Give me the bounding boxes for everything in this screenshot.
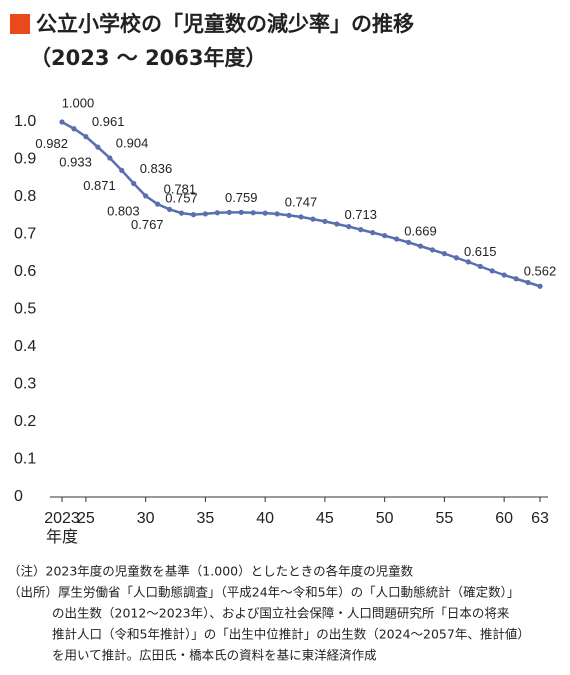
point <box>370 230 376 236</box>
data-label: 0.615 <box>464 244 497 259</box>
point <box>155 201 161 207</box>
y-tick-label: 0 <box>14 488 23 505</box>
point <box>238 209 244 215</box>
data-label: 0.871 <box>83 178 116 193</box>
x-tick-label: 60 <box>495 510 513 527</box>
data-label: 0.781 <box>164 182 197 197</box>
x-tick-label: 40 <box>256 510 274 527</box>
point <box>274 211 280 217</box>
point <box>382 233 388 239</box>
point <box>453 255 459 261</box>
data-label: 1.000 <box>62 95 95 110</box>
y-tick-label: 0.6 <box>14 263 36 280</box>
y-tick-label: 0.5 <box>14 301 36 318</box>
point <box>131 180 137 187</box>
data-label: 0.759 <box>225 190 258 205</box>
data-label: 0.767 <box>131 217 164 232</box>
y-tick-label: 0.8 <box>14 188 36 205</box>
data-label: 0.803 <box>107 203 140 218</box>
data-label: 0.904 <box>116 135 149 150</box>
y-tick-label: 0.1 <box>14 451 36 468</box>
x-tick-label: 25 <box>77 510 95 527</box>
point <box>178 210 185 216</box>
point <box>334 221 340 227</box>
note: （注）2023年度の児童数を基準（1.000）としたときの各年度の児童数 <box>8 564 414 579</box>
point <box>489 268 495 274</box>
point <box>107 155 113 161</box>
point <box>119 167 125 173</box>
point <box>477 263 483 269</box>
y-tick-label: 1.0 <box>14 113 36 130</box>
chart-subtitle: （2023 ～ 2063年度） <box>30 46 267 70</box>
data-label: 0.562 <box>524 264 557 279</box>
note: （出所）厚生労働省「人口動態調査」（平成24年～令和5年）の「人口動態統計（確定… <box>8 585 519 600</box>
x-tick-label: 30 <box>137 510 155 527</box>
point <box>525 279 531 286</box>
x-tick-label: 50 <box>376 510 394 527</box>
point <box>226 209 232 215</box>
point <box>310 216 316 222</box>
point <box>166 206 173 212</box>
y-tick-label: 0.9 <box>14 151 36 168</box>
point <box>429 247 436 253</box>
note: を用いて推計。広田氏・橋本氏の資料を基に東洋経済作成 <box>52 648 377 663</box>
point <box>59 119 65 125</box>
point <box>405 239 412 245</box>
chart-title: 公立小学校の「児童数の減少率」の推移 <box>36 12 414 36</box>
x-tick-label: 55 <box>436 510 454 527</box>
point <box>417 243 424 249</box>
x-tick-label: 35 <box>197 510 215 527</box>
x-axis-label: 年度 <box>46 528 78 546</box>
x-tick-label: 2023 <box>44 510 80 527</box>
y-tick-label: 0.7 <box>14 226 36 243</box>
x-tick-label: 63 <box>531 510 549 527</box>
note: 推計人口（令和5年推計）」の「出生中位推計」の出生数（2024～2057年、推計… <box>52 627 530 642</box>
data-label: 0.669 <box>404 224 437 239</box>
point <box>95 144 101 150</box>
point <box>190 212 197 218</box>
point <box>286 212 292 218</box>
data-label: 0.747 <box>285 194 318 209</box>
y-tick-label: 0.2 <box>14 413 36 430</box>
point <box>298 214 304 220</box>
title-marker <box>10 14 30 34</box>
point <box>250 210 256 216</box>
y-tick-label: 0.3 <box>14 376 36 393</box>
data-label: 0.961 <box>92 114 125 129</box>
note: の出生数（2012～2023年）、および国立社会保障・人口問題研究所「日本の将来 <box>52 606 510 621</box>
point <box>465 259 471 265</box>
point <box>83 134 89 140</box>
point <box>501 272 507 278</box>
point <box>214 210 220 216</box>
x-tick-label: 45 <box>316 510 334 527</box>
data-label: 0.757 <box>165 191 198 206</box>
point <box>71 126 77 132</box>
data-label: 0.713 <box>344 207 377 222</box>
data-label: 0.836 <box>140 161 173 176</box>
point <box>143 193 149 199</box>
data-label: 0.933 <box>59 155 92 170</box>
point <box>441 251 447 257</box>
point <box>202 211 208 217</box>
point <box>262 210 268 216</box>
point <box>358 227 364 233</box>
y-tick-label: 0.4 <box>14 338 36 355</box>
point <box>346 224 352 230</box>
point <box>513 276 519 282</box>
point <box>537 283 543 289</box>
point <box>322 218 328 224</box>
point <box>394 236 400 242</box>
data-label: 0.982 <box>35 136 68 151</box>
